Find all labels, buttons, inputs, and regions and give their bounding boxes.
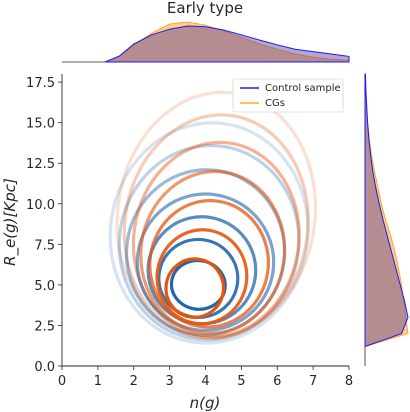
cgs-contour-level-0 [164, 257, 226, 319]
legend-box [232, 78, 344, 113]
y-tick-label: 5.0 [34, 279, 55, 294]
kde-contours [108, 90, 318, 345]
x-tick-label: 4 [201, 374, 209, 389]
y-tick-label: 7.5 [34, 238, 55, 253]
cgs-contour-level-5 [122, 113, 310, 340]
legend: Control sample CGs [232, 78, 344, 113]
y-tick-label: 0.0 [34, 360, 55, 375]
x-axis-label: n(g) [190, 394, 221, 412]
y-axis-ticks: 0.0 2.5 5.0 7.5 10.0 12.5 15.0 17.5 [26, 76, 62, 375]
legend-label-control: Control sample [265, 83, 341, 94]
control-sample-contour-level-5 [117, 143, 301, 342]
right-marginal-control-area [364, 73, 409, 348]
x-tick-label: 3 [165, 374, 173, 389]
cgs-contour-level-1 [155, 228, 249, 326]
top-marginal-cgs-area [104, 21, 350, 63]
cgs-contour-level-3 [139, 169, 287, 335]
main-plot-area: 0 1 2 3 4 5 6 7 8 0.0 2.5 5.0 7.5 10.0 12.5 15.0 17.5 [26, 74, 353, 389]
y-axis-label: R_e(g)[Kpc] [1, 178, 20, 266]
right-marginal-plot [364, 73, 409, 366]
x-tick-label: 1 [94, 374, 102, 389]
control-sample-contour-level-6 [108, 121, 310, 345]
x-axis-ticks: 0 1 2 3 4 5 6 7 8 [58, 366, 353, 389]
x-tick-label: 6 [273, 374, 281, 389]
x-tick-label: 8 [345, 374, 353, 389]
x-tick-label: 0 [58, 374, 66, 389]
cgs-contour-level-4 [131, 140, 301, 339]
y-tick-label: 17.5 [26, 76, 55, 91]
y-tick-label: 15.0 [26, 117, 55, 132]
y-tick-label: 12.5 [26, 157, 55, 172]
control-sample-contour-level-3 [135, 192, 276, 332]
legend-label-cgs: CGs [265, 98, 285, 109]
y-tick-label: 10.0 [26, 198, 55, 213]
top-marginal-plot [62, 21, 350, 63]
chart-title: Early type [167, 0, 243, 17]
x-tick-label: 7 [309, 374, 317, 389]
cgs-contour-level-2 [148, 199, 270, 329]
x-tick-label: 2 [130, 374, 138, 389]
y-tick-label: 2.5 [34, 319, 55, 334]
top-marginal-control-area [104, 25, 350, 63]
x-tick-label: 5 [237, 374, 245, 389]
